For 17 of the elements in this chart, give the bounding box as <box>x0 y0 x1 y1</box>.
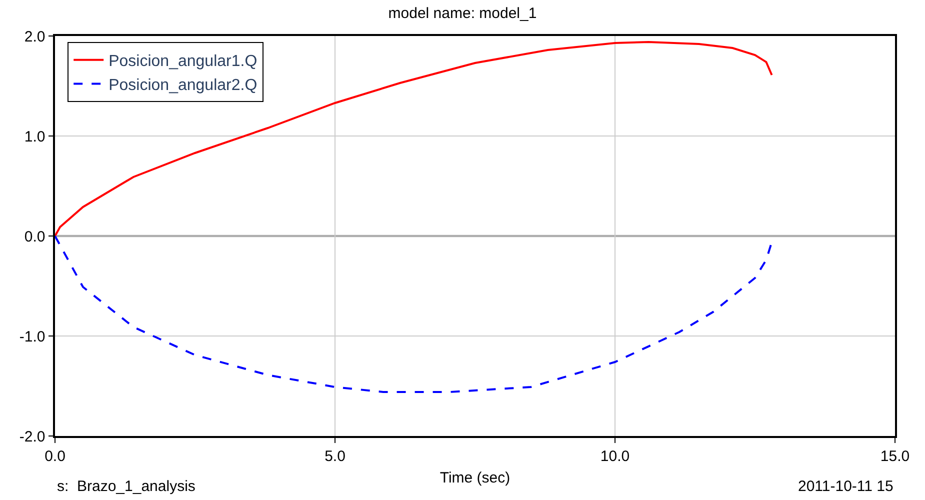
y-tick-label: 1.0 <box>24 128 46 146</box>
text: s: Brazo_1_analysis <box>57 478 196 495</box>
x-tick-label: 15.0 <box>880 448 910 465</box>
y-tick-label: 0.0 <box>24 228 46 246</box>
x-tick-label: 0.0 <box>44 448 66 465</box>
y-tick-label: -2.0 <box>19 428 46 446</box>
legend-label: Posicion_angular2.Q <box>108 76 258 94</box>
x-tick-label: 10.0 <box>600 448 630 465</box>
x-tick-label: 5.0 <box>324 448 346 465</box>
y-tick-label: -1.0 <box>19 328 46 346</box>
x-axis-title: Time (sec) <box>440 469 510 486</box>
y-tick-label: 2.0 <box>24 28 46 46</box>
line-series <box>55 41 773 237</box>
text: 2011-10-11 15 <box>798 478 894 495</box>
line-series <box>55 235 773 393</box>
chart-title: model name: model_1 <box>388 5 537 22</box>
legend-label: Posicion_angular1.Q <box>108 53 258 70</box>
